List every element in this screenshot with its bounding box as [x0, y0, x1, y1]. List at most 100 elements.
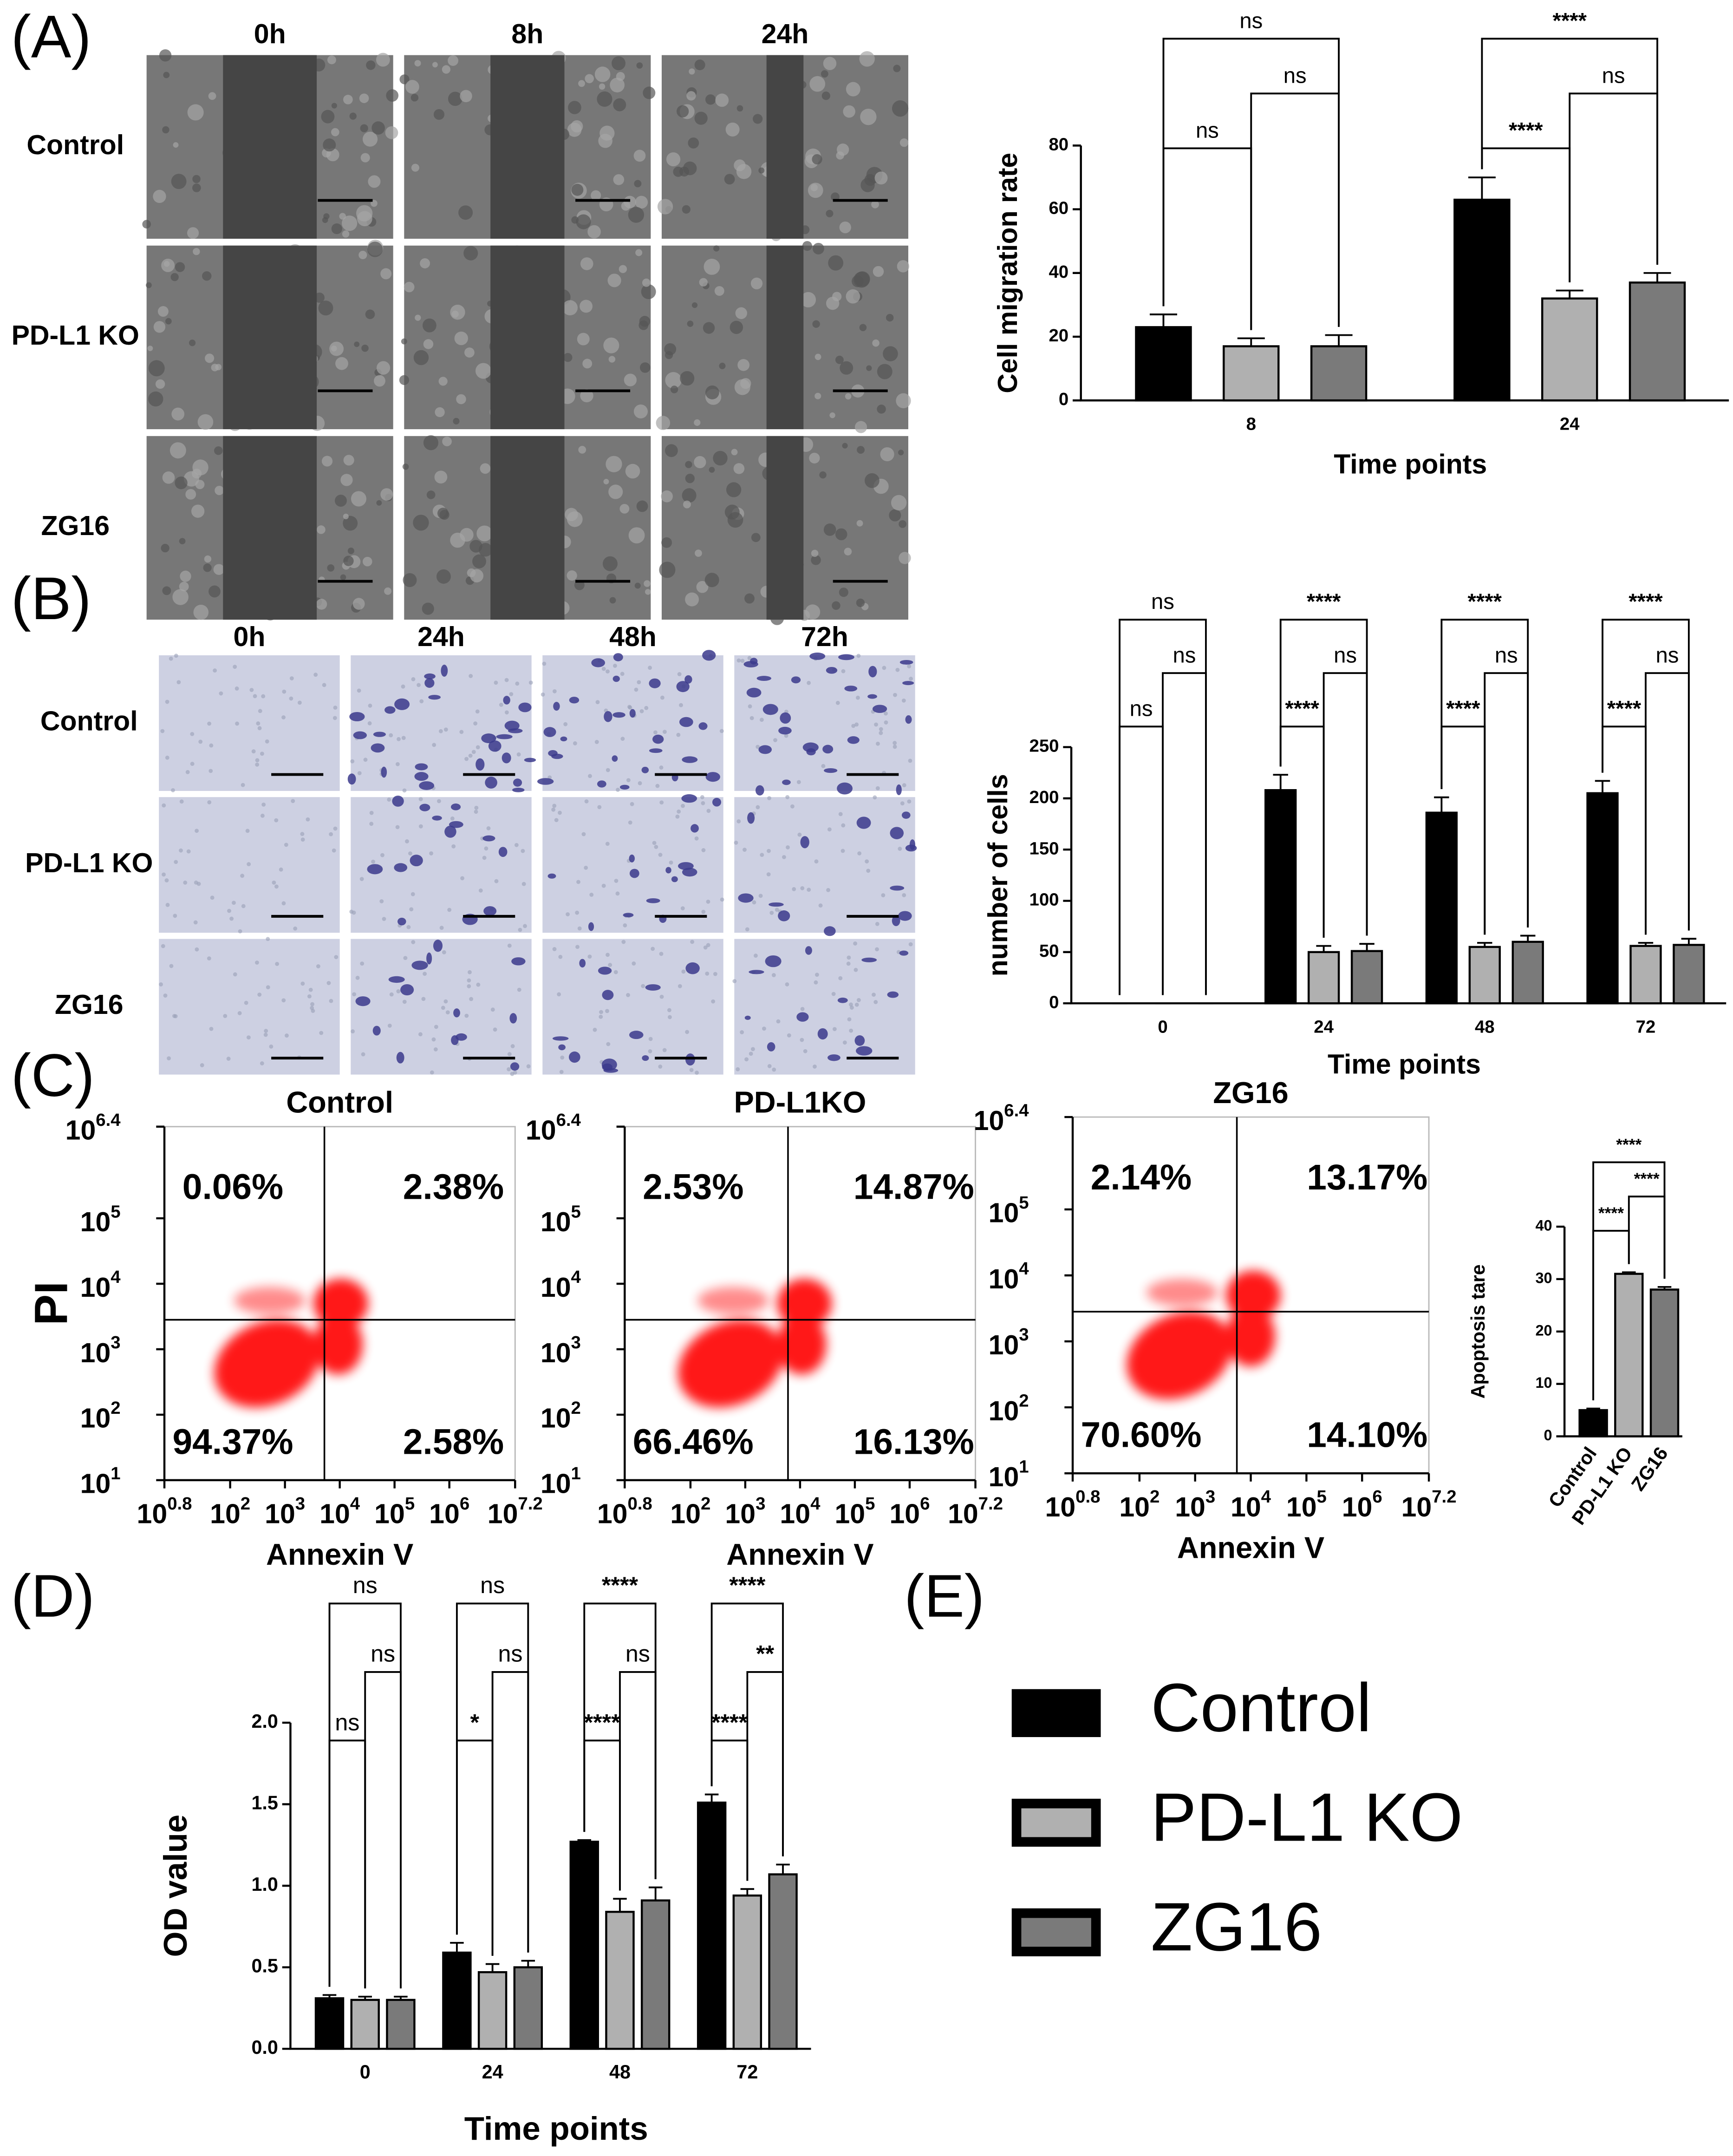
texture [658, 1065, 663, 1069]
x-tick-label: 104 [1231, 1487, 1271, 1522]
texture [734, 379, 750, 395]
texture [849, 1002, 853, 1007]
texture [422, 318, 437, 333]
error-bar [1149, 314, 1177, 327]
texture [246, 1035, 251, 1040]
tick-exponent: 7.2 [1432, 1487, 1456, 1507]
tick-exponent: 0.8 [1075, 1487, 1100, 1507]
texture [661, 537, 672, 548]
column-header: 0h [254, 19, 286, 49]
y-tick-label: 103 [989, 1325, 1029, 1360]
significance-bracket [1162, 147, 1252, 330]
cell [488, 740, 502, 752]
tick-base: 10 [1231, 1491, 1261, 1522]
texture [219, 691, 223, 696]
x-tick-label: 107.2 [488, 1494, 543, 1529]
cell [837, 782, 853, 795]
texture [434, 1025, 438, 1029]
texture [896, 393, 911, 409]
cell [665, 867, 671, 874]
cell [410, 855, 423, 867]
micrograph [349, 795, 532, 933]
cell [569, 1051, 580, 1063]
texture [387, 1023, 392, 1028]
texture [864, 473, 880, 488]
texture [411, 677, 416, 681]
error-bar [1586, 1407, 1600, 1411]
y-tick-label: 104 [989, 1259, 1029, 1294]
x-axis-label: Annexin V [1177, 1530, 1324, 1564]
cell [419, 804, 430, 811]
texture [419, 699, 424, 704]
texture [682, 205, 691, 214]
texture [784, 733, 788, 738]
micrograph [399, 245, 656, 430]
texture [541, 692, 545, 697]
tick-exponent: 4 [1261, 1487, 1271, 1507]
texture [726, 482, 742, 497]
chart-title: ZG16 [1213, 1076, 1288, 1110]
texture [165, 699, 169, 704]
texture [860, 109, 877, 125]
texture [517, 987, 521, 992]
texture [886, 314, 894, 322]
texture [711, 999, 716, 1004]
texture [399, 375, 410, 385]
texture [204, 555, 212, 563]
tick-exponent: 6.4 [1004, 1100, 1029, 1120]
texture [474, 805, 479, 810]
cell [372, 1026, 381, 1036]
texture [786, 845, 790, 849]
cell [450, 804, 461, 810]
texture [473, 721, 478, 726]
significance-bracket [1440, 619, 1529, 928]
texture [404, 281, 415, 293]
texture [146, 282, 152, 288]
texture [872, 339, 880, 347]
cell [822, 745, 834, 754]
tick-base: 10 [65, 1115, 96, 1145]
cell [909, 839, 915, 850]
texture [598, 133, 612, 148]
cell [691, 824, 699, 833]
significance-bracket [583, 1602, 657, 1879]
cell [453, 1008, 460, 1018]
texture [523, 924, 527, 928]
texture [897, 260, 910, 273]
texture [803, 1049, 808, 1053]
texture [249, 688, 254, 692]
tick-exponent: 1 [111, 1463, 120, 1483]
texture [685, 592, 699, 607]
tick-base: 10 [974, 1105, 1004, 1136]
texture [468, 970, 472, 974]
texture [715, 93, 729, 107]
texture [363, 758, 368, 762]
texture [459, 730, 464, 734]
texture [183, 471, 199, 487]
texture [657, 199, 673, 215]
quadrant-label: 2.38% [403, 1168, 504, 1207]
texture [854, 1002, 859, 1007]
tick-exponent: 6 [1372, 1487, 1382, 1507]
texture [374, 375, 385, 387]
texture [171, 788, 175, 792]
tick-exponent: 3 [571, 1333, 581, 1352]
texture [173, 142, 179, 148]
significance-bracket [619, 1671, 657, 1891]
texture [190, 732, 195, 736]
texture [884, 711, 888, 716]
panel-label: (A) [11, 2, 91, 70]
texture [509, 692, 514, 696]
texture [437, 508, 449, 519]
texture [436, 569, 451, 584]
bar [1629, 281, 1686, 402]
texture [565, 508, 578, 522]
cell [905, 715, 912, 724]
texture [619, 504, 630, 514]
tick-exponent: 6 [460, 1494, 469, 1514]
texture [161, 543, 169, 553]
texture [226, 1057, 231, 1061]
y-tick-label: 102 [80, 1398, 121, 1433]
texture [281, 715, 286, 719]
